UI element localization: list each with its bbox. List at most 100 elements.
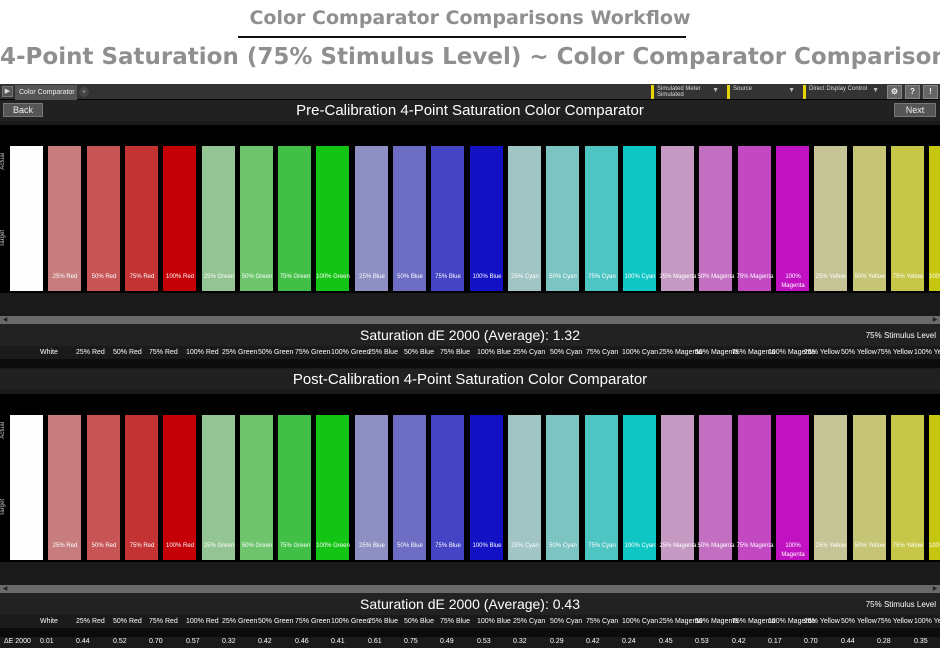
swatch-label: 25% Magenta: [659, 274, 697, 280]
display-control-dropdown[interactable]: Direct Display Control ▼: [803, 85, 883, 99]
color-swatch[interactable]: [87, 146, 120, 291]
color-swatch[interactable]: [546, 415, 579, 560]
color-swatch[interactable]: [546, 146, 579, 291]
swatch-label: 100% Yellow: [928, 543, 940, 549]
color-swatch[interactable]: [929, 146, 940, 291]
column-header: 75% Yellow: [877, 349, 913, 356]
color-swatch[interactable]: [316, 415, 349, 560]
column-header: 100% Green: [331, 349, 371, 356]
delta-e-value: 0.46: [295, 638, 309, 645]
color-swatch[interactable]: [10, 146, 43, 291]
swatch-label: 75% Magenta: [736, 274, 774, 280]
color-swatch[interactable]: [776, 415, 809, 560]
color-swatch[interactable]: [240, 415, 273, 560]
tab-color-comparator[interactable]: Color Comparator: [15, 85, 77, 100]
color-swatch[interactable]: [585, 146, 618, 291]
color-swatch[interactable]: [48, 146, 81, 291]
color-swatch[interactable]: [853, 146, 886, 291]
column-header: 50% Cyan: [550, 618, 583, 625]
color-swatch[interactable]: [125, 415, 158, 560]
help-button[interactable]: ?: [905, 85, 920, 99]
next-button[interactable]: Next: [894, 103, 936, 117]
horizontal-scrollbar[interactable]: ◀ ▶: [0, 316, 940, 324]
color-swatch[interactable]: [393, 415, 426, 560]
color-swatch[interactable]: [431, 415, 464, 560]
color-swatch[interactable]: [738, 146, 771, 291]
swatch-label: 25% Red: [52, 274, 78, 280]
color-swatch[interactable]: [470, 415, 503, 560]
scroll-right-icon[interactable]: ▶: [932, 586, 938, 592]
color-swatch[interactable]: [278, 146, 311, 291]
help-icon: ?: [910, 87, 915, 96]
swatch-label: 100% Red: [165, 543, 195, 549]
source-dropdown[interactable]: Source ▼: [727, 85, 799, 99]
color-swatch[interactable]: [738, 415, 771, 560]
back-button[interactable]: Back: [3, 103, 43, 117]
chevron-down-icon: ▼: [712, 87, 719, 94]
meter-dropdown[interactable]: Simulated Meter Simulated ▼: [651, 85, 723, 99]
color-swatch[interactable]: [699, 146, 732, 291]
color-swatch[interactable]: [240, 146, 273, 291]
color-swatch[interactable]: [699, 415, 732, 560]
color-swatch[interactable]: [355, 415, 388, 560]
settings-button[interactable]: ⚙: [887, 85, 902, 99]
swatch-label: 75% Green: [279, 274, 311, 280]
column-header: 25% Yellow: [804, 618, 840, 625]
color-swatch[interactable]: [891, 415, 924, 560]
column-header: 25% Red: [76, 618, 105, 625]
swatch-label: 50% Yellow: [854, 543, 886, 549]
column-header: 100% Green: [331, 618, 371, 625]
tab-scroll-left-button[interactable]: ▶: [2, 86, 13, 97]
color-swatch[interactable]: [431, 146, 464, 291]
scroll-left-icon[interactable]: ◀: [2, 586, 8, 592]
color-swatch[interactable]: [278, 415, 311, 560]
color-swatch[interactable]: [853, 415, 886, 560]
color-swatch[interactable]: [202, 146, 235, 291]
color-swatch[interactable]: [814, 415, 847, 560]
color-swatch[interactable]: [87, 415, 120, 560]
add-tab-button[interactable]: +: [79, 87, 89, 97]
color-swatch[interactable]: [393, 146, 426, 291]
color-swatch[interactable]: [125, 146, 158, 291]
delta-e-value: 0.45: [659, 638, 673, 645]
color-swatch[interactable]: [929, 415, 940, 560]
horizontal-scrollbar[interactable]: ◀ ▶: [0, 585, 940, 593]
delta-e-value: 0.24: [622, 638, 636, 645]
summary-bar: Saturation dE 2000 (Average): 1.32 75% St…: [0, 324, 940, 346]
color-swatch[interactable]: [163, 146, 196, 291]
scroll-right-icon[interactable]: ▶: [932, 317, 938, 323]
column-header: 75% Blue: [440, 349, 470, 356]
alert-button[interactable]: !: [923, 85, 938, 99]
column-header: 50% Red: [113, 349, 142, 356]
swatch-label: 50% Yellow: [854, 274, 886, 280]
color-swatch[interactable]: [585, 415, 618, 560]
tab-bar: ▶ Color Comparator + Simulated Meter Sim…: [0, 84, 940, 100]
color-swatch[interactable]: [891, 146, 924, 291]
color-swatch[interactable]: [355, 146, 388, 291]
color-swatch[interactable]: [508, 415, 541, 560]
swatch-label: 50% Red: [91, 274, 117, 280]
scroll-left-icon[interactable]: ◀: [2, 317, 8, 323]
delta-e-value: 0.53: [477, 638, 491, 645]
column-header: 50% Green: [258, 349, 294, 356]
color-swatch[interactable]: [623, 415, 656, 560]
color-swatch[interactable]: [470, 146, 503, 291]
color-swatch[interactable]: [661, 146, 694, 291]
color-swatch[interactable]: [508, 146, 541, 291]
color-swatch[interactable]: [163, 415, 196, 560]
swatch-label: 75% Blue: [435, 274, 461, 280]
swatch-label: 100% Magenta: [781, 543, 805, 558]
column-header: 50% Yellow: [841, 349, 877, 356]
color-swatch[interactable]: [623, 146, 656, 291]
color-swatch[interactable]: [814, 146, 847, 291]
color-swatch[interactable]: [202, 415, 235, 560]
color-swatch[interactable]: [10, 415, 43, 560]
delta-e-value: 0.75: [404, 638, 418, 645]
page-header: Color Comparator Comparisons Workflow 4-…: [0, 0, 940, 84]
meter-dropdown-value: Simulated: [657, 92, 684, 98]
color-swatch[interactable]: [316, 146, 349, 291]
color-swatch[interactable]: [661, 415, 694, 560]
color-swatch[interactable]: [776, 146, 809, 291]
color-swatch[interactable]: [48, 415, 81, 560]
swatch-label: 100% Green: [316, 274, 350, 280]
